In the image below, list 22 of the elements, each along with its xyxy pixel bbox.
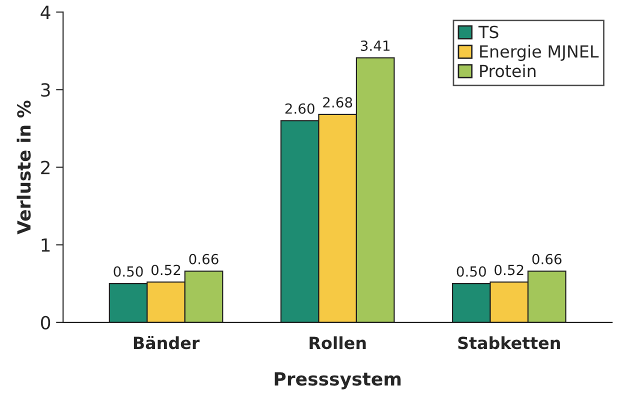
legend-label: Energie MJNEL bbox=[480, 44, 599, 62]
y-axis-title: Verluste in % bbox=[16, 100, 31, 234]
y-tick-label: 0 bbox=[40, 316, 50, 330]
data-label: 0.66 bbox=[189, 254, 218, 264]
x-tick-label: Bänder bbox=[134, 336, 200, 350]
data-label: 0.52 bbox=[494, 264, 524, 276]
y-tick-label: 4 bbox=[40, 6, 50, 19]
data-label: 0.50 bbox=[456, 266, 486, 277]
data-label: 2.60 bbox=[285, 103, 314, 114]
x-tick-label: Rollen bbox=[310, 336, 366, 350]
data-label: 0.66 bbox=[532, 254, 562, 264]
x-tick-label: Stabketten bbox=[458, 336, 560, 350]
data-label: 0.52 bbox=[151, 264, 180, 276]
x-axis-title: Presssystem bbox=[274, 372, 401, 390]
y-tick-label: 2 bbox=[41, 160, 50, 174]
legend-label: Protein bbox=[480, 64, 536, 78]
y-tick-label: 3 bbox=[41, 83, 50, 97]
legend-label: TS bbox=[478, 26, 498, 38]
y-tick-label: 1 bbox=[42, 238, 50, 252]
data-label: 2.68 bbox=[323, 97, 352, 108]
data-label: 0.50 bbox=[114, 266, 143, 277]
data-label: 3.41 bbox=[360, 40, 390, 52]
